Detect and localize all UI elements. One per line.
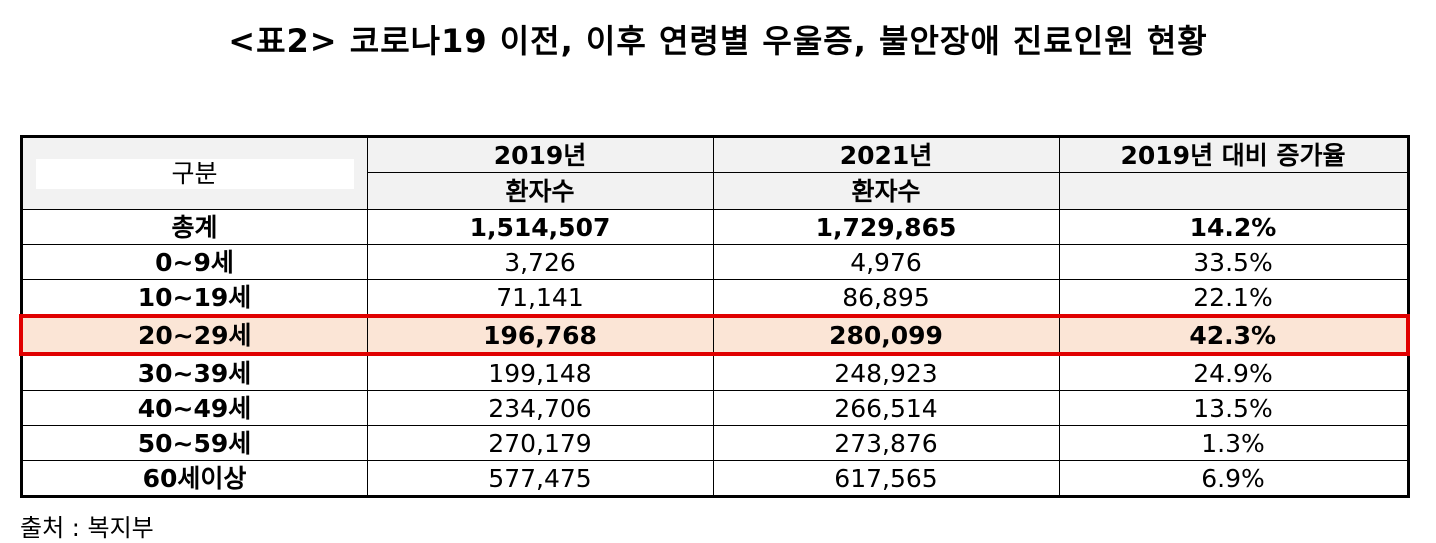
row-label: 0~9세 [20, 244, 368, 280]
cell-2021: 280,099 [712, 314, 1060, 356]
cell-rate: 13.5% [1058, 390, 1409, 426]
cell-2019: 577,475 [366, 460, 714, 497]
row-label: 총계 [20, 209, 368, 245]
row-label: 20~29세 [19, 314, 368, 356]
table-subheader-row: 환자수 환자수 [21, 172, 1409, 210]
cell-rate: 1.3% [1058, 425, 1409, 461]
header-2021-year: 2021년 [712, 136, 1060, 173]
cell-rate: 14.2% [1058, 209, 1409, 245]
cell-rate: 42.3% [1058, 314, 1410, 356]
row-label: 60세이상 [20, 460, 368, 497]
cell-2021: 1,729,865 [712, 209, 1060, 245]
cell-2019: 199,148 [366, 353, 714, 391]
table-row-highlighted: 20~29세 196,768 280,099 42.3% [19, 314, 1410, 356]
cell-2019: 234,706 [366, 390, 714, 426]
header-2019-patients: 환자수 [366, 172, 714, 210]
cell-2021: 86,895 [712, 279, 1060, 317]
cell-rate: 24.9% [1058, 353, 1409, 391]
table-row: 40~49세 234,706 266,514 13.5% [20, 390, 1409, 426]
cell-2019: 71,141 [366, 279, 714, 317]
row-label: 40~49세 [20, 390, 368, 426]
cell-2021: 4,976 [712, 244, 1060, 280]
table-row: 10~19세 71,141 86,895 22.1% [20, 279, 1409, 317]
cell-2019: 270,179 [366, 425, 714, 461]
cell-2021: 273,876 [712, 425, 1060, 461]
header-increase-rate: 2019년 대비 증가율 [1058, 136, 1409, 173]
table-row: 60세이상 577,475 617,565 6.9% [20, 460, 1409, 497]
cell-2021: 617,565 [712, 460, 1060, 497]
header-category: 구분 [35, 158, 354, 189]
row-label: 50~59세 [20, 425, 368, 461]
table-row: 30~39세 199,148 248,923 24.9% [20, 353, 1409, 391]
cell-rate: 22.1% [1058, 279, 1409, 317]
table-row: 0~9세 3,726 4,976 33.5% [20, 244, 1409, 280]
page-title: <표2> 코로나19 이전, 이후 연령별 우울증, 불안장애 진료인원 현황 [228, 22, 1208, 60]
header-2021-patients: 환자수 [712, 172, 1060, 210]
cell-rate: 33.5% [1058, 244, 1409, 280]
cell-2021: 266,514 [712, 390, 1060, 426]
cell-rate: 6.9% [1058, 460, 1409, 497]
source-note: 출처 : 복지부 [20, 514, 154, 542]
table-row-total: 총계 1,514,507 1,729,865 14.2% [20, 209, 1409, 245]
cell-2019: 3,726 [366, 244, 714, 280]
cell-2021: 248,923 [712, 353, 1060, 391]
patient-count-table: 구분 2019년 2021년 2019년 대비 증가율 환자수 환자수 총계 1… [19, 135, 1410, 498]
header-rate-empty [1058, 172, 1409, 210]
header-2019-year: 2019년 [366, 136, 714, 173]
row-label: 10~19세 [20, 279, 368, 317]
row-label: 30~39세 [20, 353, 368, 391]
table-header-row: 구분 2019년 2021년 2019년 대비 증가율 [20, 136, 1409, 210]
table-row: 50~59세 270,179 273,876 1.3% [20, 425, 1409, 461]
header-category-cell: 구분 [20, 136, 368, 210]
cell-2019: 1,514,507 [366, 209, 714, 245]
cell-2019: 196,768 [366, 314, 714, 356]
